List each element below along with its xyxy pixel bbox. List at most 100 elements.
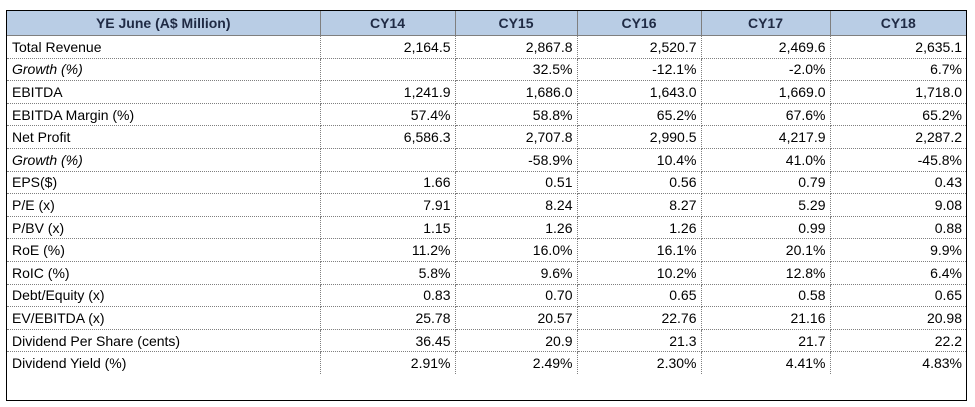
table-body: Total Revenue 2,164.5 2,867.8 2,520.7 2,469.… — [7, 35, 966, 375]
table-cell — [320, 58, 456, 82]
table-cell: 22.2 — [830, 329, 966, 353]
table-row: RoE (%) 11.2% 16.0% 16.1% 20.1% 9.9% — [7, 238, 966, 262]
table-cell: 2.91% — [320, 351, 456, 375]
table-cell: 2,707.8 — [455, 125, 578, 149]
row-label: Dividend Yield (%) — [7, 351, 321, 375]
table-cell: 0.88 — [830, 216, 966, 240]
row-label: Growth (%) — [7, 58, 321, 82]
table-cell: 1,718.0 — [830, 80, 966, 104]
table-cell: 1.26 — [455, 216, 578, 240]
table-cell: 32.5% — [455, 58, 578, 82]
table-cell: 0.99 — [701, 216, 831, 240]
row-label: Total Revenue — [7, 35, 321, 59]
table-cell: 0.65 — [830, 284, 966, 308]
table-row: EV/EBITDA (x) 25.78 20.57 22.76 21.16 20.98 — [7, 306, 966, 330]
table-cell: 1.66 — [320, 171, 456, 195]
table-cell: 57.4% — [320, 103, 456, 127]
table-cell: 1,669.0 — [701, 80, 831, 104]
row-label: EBITDA Margin (%) — [7, 103, 321, 127]
table-cell: 5.29 — [701, 193, 831, 217]
row-label: EPS($) — [7, 171, 321, 195]
table-row: Net Profit 6,586.3 2,707.8 2,990.5 4,217.9 2,… — [7, 125, 966, 149]
table-cell: 20.57 — [455, 306, 578, 330]
table-cell: 0.70 — [455, 284, 578, 308]
table-cell: 11.2% — [320, 238, 456, 262]
table-cell: 0.56 — [577, 171, 702, 195]
table-cell: 6,586.3 — [320, 125, 456, 149]
table-header-row: YE June (A$ Million) CY14 CY15 CY16 CY17… — [7, 11, 966, 36]
financial-summary-table: YE June (A$ Million) CY14 CY15 CY16 CY17… — [7, 11, 966, 375]
table-cell: 65.2% — [830, 103, 966, 127]
table-cell: 4.41% — [701, 351, 831, 375]
row-label: Dividend Per Share (cents) — [7, 329, 321, 353]
table-row: EBITDA Margin (%) 57.4% 58.8% 65.2% 67.6% 65.… — [7, 103, 966, 127]
table-row: EPS($) 1.66 0.51 0.56 0.79 0.43 — [7, 171, 966, 195]
table-cell: 0.83 — [320, 284, 456, 308]
table-cell: 2.30% — [577, 351, 702, 375]
table-cell: 41.0% — [701, 148, 831, 172]
table-cell: 2,990.5 — [577, 125, 702, 149]
table-cell: 1.26 — [577, 216, 702, 240]
table-cell: 10.4% — [577, 148, 702, 172]
row-label: Debt/Equity (x) — [7, 284, 321, 308]
table-cell: 20.9 — [455, 329, 578, 353]
table-cell: 2,635.1 — [830, 35, 966, 59]
row-label: RoE (%) — [7, 238, 321, 262]
table-cell: 20.98 — [830, 306, 966, 330]
row-label: EBITDA — [7, 80, 321, 104]
table-cell: 21.7 — [701, 329, 831, 353]
table-cell: 2.49% — [455, 351, 578, 375]
row-label: Net Profit — [7, 125, 321, 149]
table-cell: -45.8% — [830, 148, 966, 172]
table-cell: 67.6% — [701, 103, 831, 127]
table-cell: 22.76 — [577, 306, 702, 330]
table-cell: 10.2% — [577, 261, 702, 285]
row-label: EV/EBITDA (x) — [7, 306, 321, 330]
header-cell-cy18: CY18 — [830, 11, 966, 36]
financial-table-container: YE June (A$ Million) CY14 CY15 CY16 CY17… — [6, 10, 967, 401]
table-cell: 4,217.9 — [701, 125, 831, 149]
table-cell: 2,164.5 — [320, 35, 456, 59]
table-cell: 1,686.0 — [455, 80, 578, 104]
table-cell: 0.58 — [701, 284, 831, 308]
table-row: P/BV (x) 1.15 1.26 1.26 0.99 0.88 — [7, 216, 966, 240]
row-label: RoIC (%) — [7, 261, 321, 285]
table-cell: 0.79 — [701, 171, 831, 195]
table-row: Growth (%) 32.5% -12.1% -2.0% 6.7% — [7, 58, 966, 82]
table-cell: 0.65 — [577, 284, 702, 308]
table-row: Dividend Yield (%) 2.91% 2.49% 2.30% 4.41% 4.… — [7, 351, 966, 375]
table-cell: 36.45 — [320, 329, 456, 353]
table-cell — [320, 148, 456, 172]
table-row: EBITDA 1,241.9 1,686.0 1,643.0 1,669.0 1,718.… — [7, 80, 966, 104]
table-row: RoIC (%) 5.8% 9.6% 10.2% 12.8% 6.4% — [7, 261, 966, 285]
table-cell: 21.16 — [701, 306, 831, 330]
table-cell: 4.83% — [922, 355, 962, 372]
header-cell-cy17: CY17 — [701, 11, 831, 36]
table-cell: 58.8% — [455, 103, 578, 127]
table-row: Debt/Equity (x) 0.83 0.70 0.65 0.58 0.65 — [7, 284, 966, 308]
table-cell: -2.0% — [701, 58, 831, 82]
table-cell: 9.9% — [830, 238, 966, 262]
table-cell: -58.9% — [455, 148, 578, 172]
table-cell: 2,867.8 — [455, 35, 578, 59]
table-cell: 2,287.2 — [830, 125, 966, 149]
table-cell: 16.0% — [455, 238, 578, 262]
table-row: P/E (x) 7.91 8.24 8.27 5.29 9.08 — [7, 193, 966, 217]
table-cell: 65.2% — [577, 103, 702, 127]
table-cell: 1.15 — [320, 216, 456, 240]
row-label: P/E (x) — [7, 193, 321, 217]
table-cell: 9.08 — [830, 193, 966, 217]
row-label: P/BV (x) — [7, 216, 321, 240]
table-cell: 0.51 — [455, 171, 578, 195]
table-cell: 20.1% — [701, 238, 831, 262]
header-cell-cy14: CY14 — [320, 11, 456, 36]
header-cell-cy15: CY15 — [455, 11, 578, 36]
table-cell: 25.78 — [320, 306, 456, 330]
table-cell: 1,643.0 — [577, 80, 702, 104]
row-label: Growth (%) — [7, 148, 321, 172]
table-cell: 21.3 — [577, 329, 702, 353]
table-cell: -12.1% — [577, 58, 702, 82]
table-cell: 5.8% — [320, 261, 456, 285]
header-cell-label: YE June (A$ Million) — [7, 11, 321, 36]
table-cell: 2,520.7 — [577, 35, 702, 59]
